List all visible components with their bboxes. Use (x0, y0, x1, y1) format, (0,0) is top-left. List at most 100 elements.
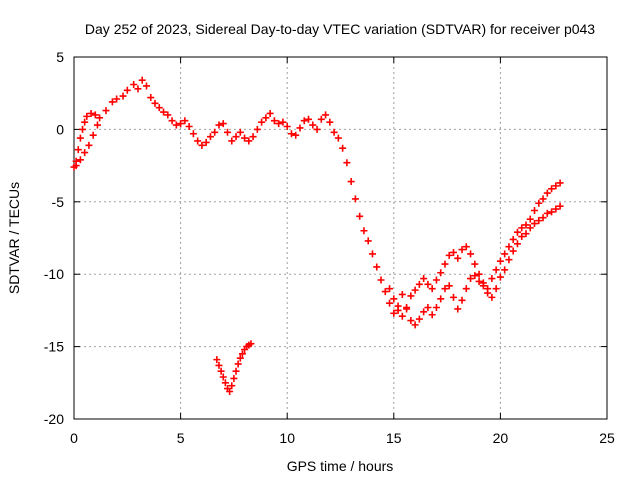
data-point (518, 224, 526, 232)
data-point (407, 317, 415, 325)
x-tick-label: 20 (493, 430, 509, 446)
data-point (224, 128, 232, 136)
data-point (168, 117, 176, 125)
data-point (151, 99, 159, 107)
data-point (72, 162, 80, 170)
data-point (356, 212, 364, 220)
data-points (70, 76, 564, 395)
y-tick-label: -15 (44, 339, 64, 355)
data-point (505, 256, 513, 264)
y-tick-label: -20 (44, 411, 64, 427)
data-point (226, 387, 234, 395)
data-point (215, 121, 223, 129)
data-point (142, 82, 150, 90)
data-point (247, 340, 255, 348)
x-tick-label: 0 (70, 430, 78, 446)
data-point (467, 250, 475, 258)
data-point (390, 295, 398, 303)
data-point (96, 114, 104, 122)
y-tick-label: -10 (44, 266, 64, 282)
data-point (164, 111, 172, 119)
data-point (300, 117, 308, 125)
chart-title: Day 252 of 2023, Sidereal Day-to-day VTE… (85, 21, 595, 37)
data-point (292, 131, 300, 139)
data-point (138, 76, 146, 84)
data-point (420, 275, 428, 283)
data-point (445, 282, 453, 290)
data-point (305, 115, 313, 123)
data-point (339, 144, 347, 152)
data-point (185, 123, 193, 131)
data-point (543, 189, 551, 197)
data-point (424, 304, 432, 312)
data-point (467, 275, 475, 283)
data-point (221, 379, 229, 387)
data-point (411, 286, 419, 294)
data-point (241, 134, 249, 142)
data-point (262, 114, 270, 122)
data-point (381, 288, 389, 296)
data-point (407, 292, 415, 300)
data-point (484, 285, 492, 293)
data-point (347, 178, 355, 186)
data-point (531, 206, 539, 214)
data-point (509, 247, 517, 255)
data-point (403, 304, 411, 312)
data-point (134, 85, 142, 93)
data-point (386, 285, 394, 293)
data-point (85, 141, 93, 149)
data-point (471, 272, 479, 280)
data-point (394, 306, 402, 314)
data-point (279, 118, 287, 126)
data-point (535, 217, 543, 225)
data-point (283, 123, 291, 131)
data-point (270, 117, 278, 125)
data-point (217, 367, 225, 375)
data-point (535, 199, 543, 207)
data-point (526, 215, 534, 223)
data-point (202, 138, 210, 146)
data-point (522, 221, 530, 229)
data-point (539, 214, 547, 222)
data-point (501, 250, 509, 258)
data-point (471, 260, 479, 268)
data-point (548, 185, 556, 193)
data-point (89, 131, 97, 139)
data-point (230, 374, 238, 382)
data-point (454, 254, 462, 262)
data-point (317, 115, 325, 123)
data-point (238, 350, 246, 358)
data-point (91, 111, 99, 119)
data-point (411, 321, 419, 329)
data-point (147, 94, 155, 102)
data-point (552, 205, 560, 213)
data-point (119, 92, 127, 100)
data-point (556, 179, 564, 187)
data-point (102, 107, 110, 115)
data-point (432, 304, 440, 312)
data-point (83, 112, 91, 120)
x-tick-label: 15 (386, 430, 402, 446)
data-point (556, 202, 564, 210)
y-tick-label: 5 (56, 49, 64, 65)
data-point (441, 260, 449, 268)
data-point (458, 246, 466, 254)
data-point (266, 109, 274, 117)
data-point (219, 373, 227, 381)
data-point (449, 293, 457, 301)
data-point (160, 108, 168, 116)
data-point (437, 295, 445, 303)
data-point (360, 227, 368, 235)
data-point (249, 133, 257, 141)
data-point (177, 120, 185, 128)
data-point (79, 125, 87, 133)
data-point (539, 195, 547, 203)
data-point (415, 280, 423, 288)
data-point (232, 133, 240, 141)
x-tick-label: 10 (279, 430, 295, 446)
data-point (364, 237, 372, 245)
data-point (228, 382, 236, 390)
data-point (441, 285, 449, 293)
data-point (76, 134, 84, 142)
